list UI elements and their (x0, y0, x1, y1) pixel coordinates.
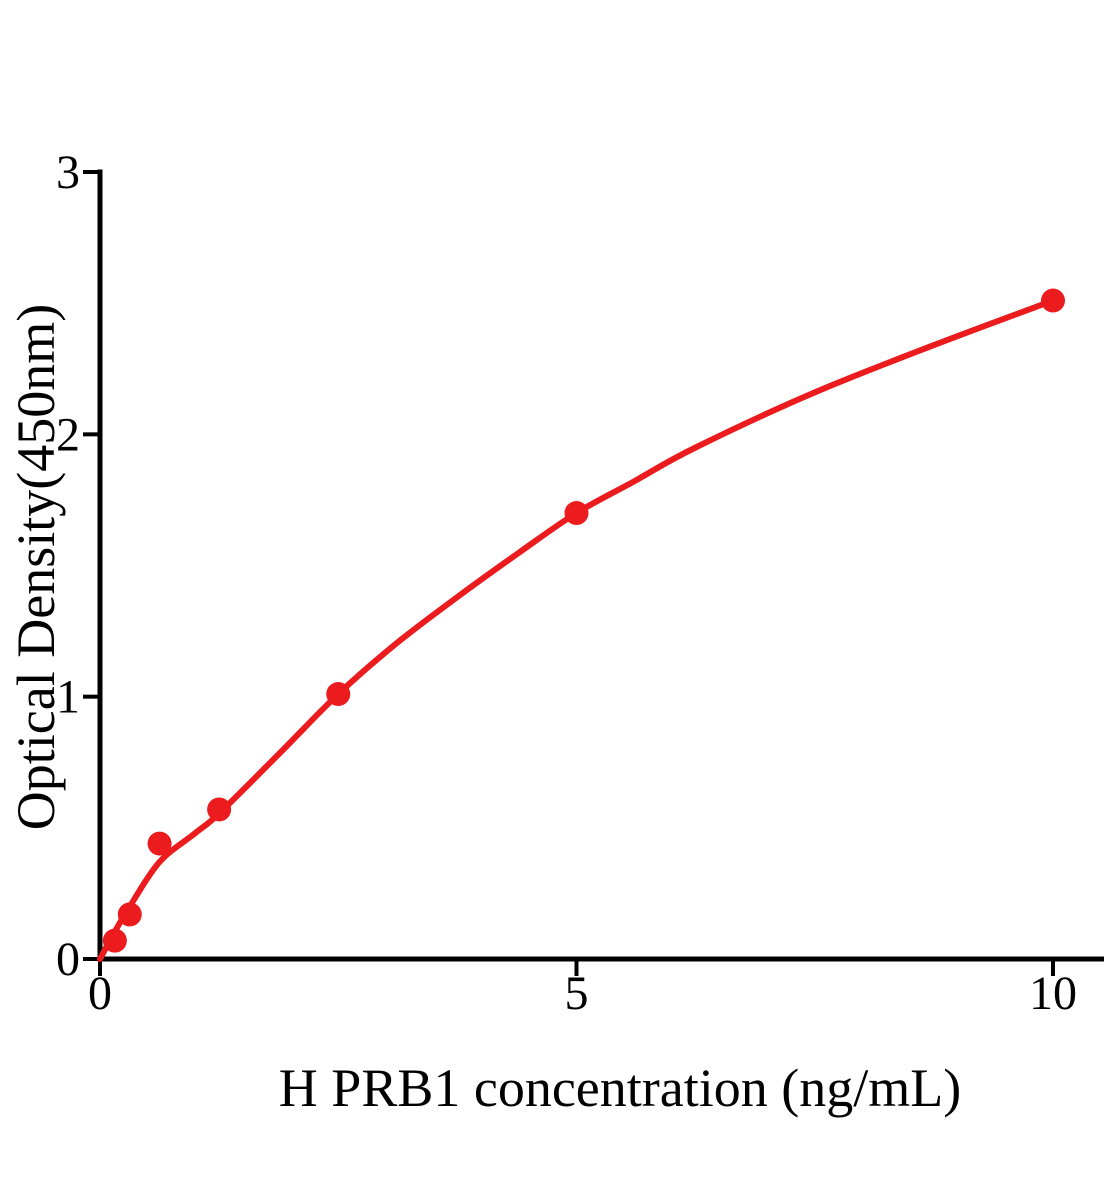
y-tick-label-0: 0 (56, 933, 80, 986)
y-tick-label-2: 2 (56, 408, 80, 461)
data-point-0 (102, 928, 127, 953)
data-point-1 (117, 902, 142, 927)
x-tick-label-5: 5 (565, 967, 589, 1020)
y-axis-title: Optical Density(450nm) (6, 303, 66, 831)
data-point-3 (207, 797, 232, 822)
x-tick-label-10: 10 (1029, 967, 1077, 1020)
x-tick-label-0: 0 (88, 967, 112, 1020)
data-point-6 (1041, 288, 1065, 313)
x-axis-title: H PRB1 concentration (ng/mL) (278, 1058, 962, 1118)
data-point-2 (147, 831, 172, 856)
y-tick-label-1: 1 (56, 671, 80, 724)
fit-curve-line (97, 297, 1056, 962)
y-tick-label-3: 3 (56, 146, 80, 199)
data-point-4 (326, 682, 351, 707)
data-point-5 (564, 501, 589, 526)
